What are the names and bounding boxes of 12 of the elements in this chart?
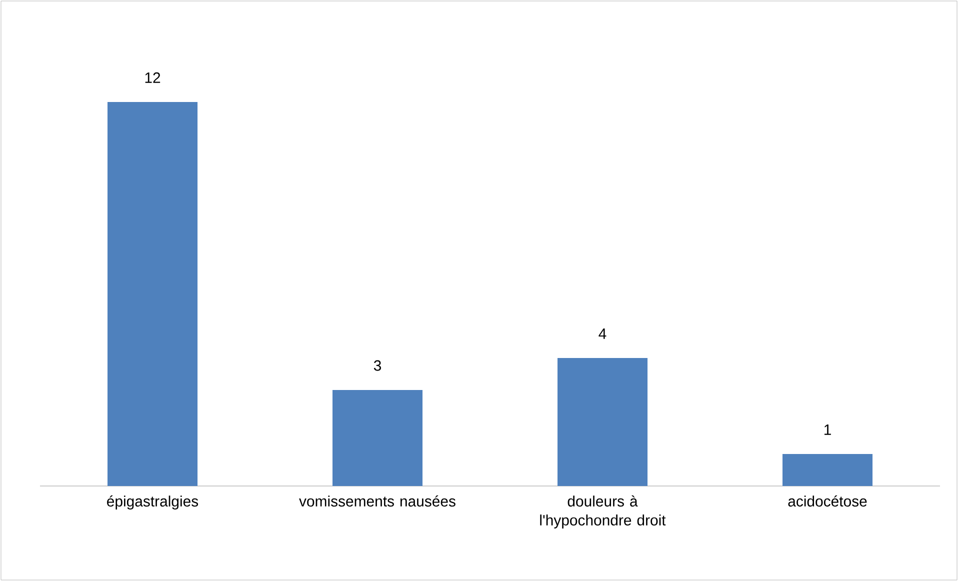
x-tick-label: acidocétose [788,495,867,507]
bar [558,358,648,486]
data-label: 4 [598,328,606,339]
x-tick-label: vomissements nausées [299,495,456,507]
x-tick-label: épigastralgies [107,495,198,510]
bar [332,390,423,486]
data-label: 3 [374,360,382,371]
data-label: 12 [145,72,160,83]
bar [782,454,873,486]
bar [108,102,198,486]
x-tick-label: douleurs à l'hypochondre droit [540,495,666,528]
data-label: 1 [824,424,831,435]
